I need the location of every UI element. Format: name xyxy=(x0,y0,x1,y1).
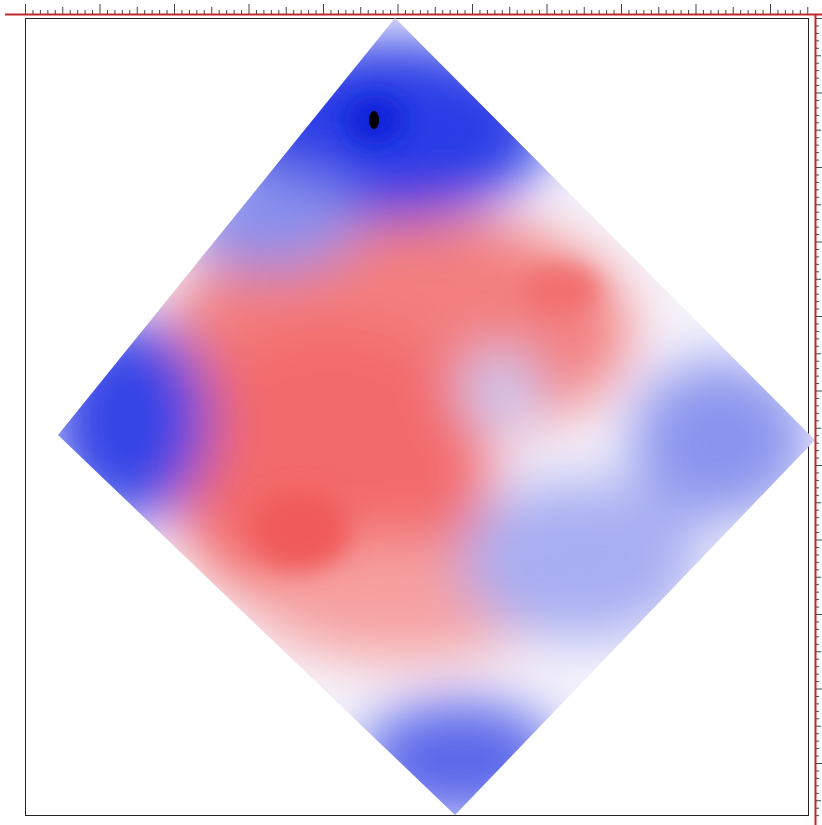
page: (() => { const svg = document.getElement… xyxy=(0,0,822,825)
peak xyxy=(369,111,379,129)
blue-region xyxy=(460,350,540,430)
red-core xyxy=(250,490,350,570)
image-viewer xyxy=(0,0,822,825)
red-core xyxy=(520,265,600,315)
